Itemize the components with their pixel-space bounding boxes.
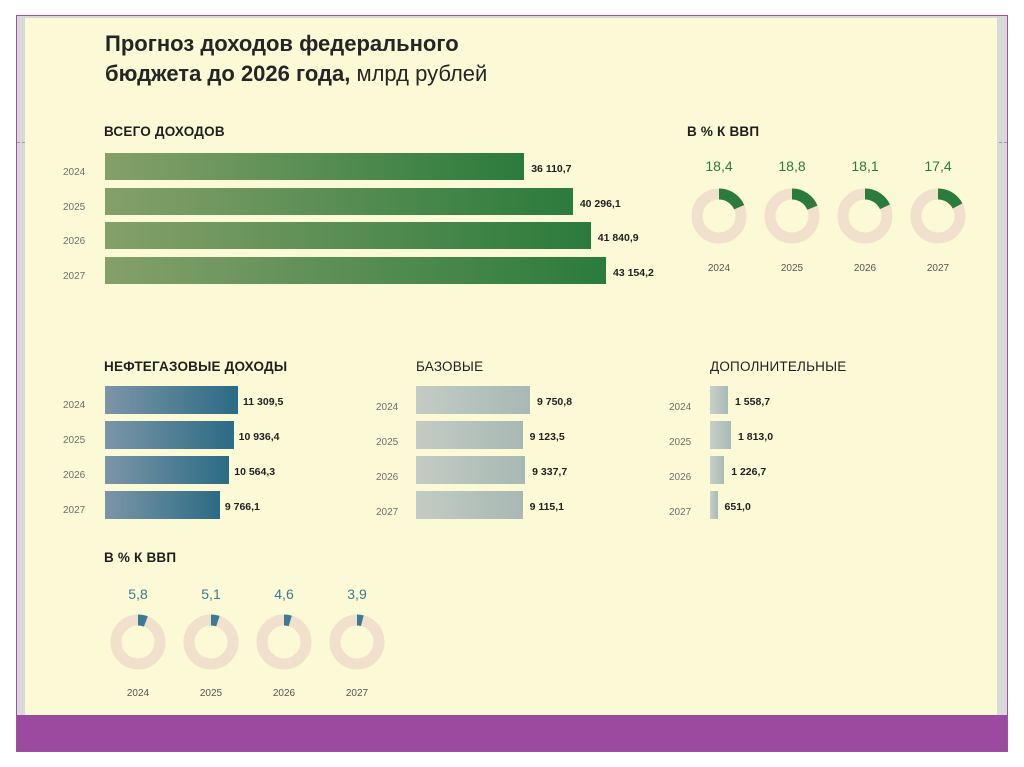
total-revenue-year-label: 2026 xyxy=(63,236,86,247)
oil-gas-year-label: 2025 xyxy=(63,435,86,446)
base-bar xyxy=(416,491,523,519)
oil-gas-gdp-donut-track xyxy=(110,614,166,670)
oil-gas-gdp-donut-track xyxy=(256,614,312,670)
oil-gas-gdp-donut-segment xyxy=(183,614,239,670)
oil-gas-gdp-year-label: 2026 xyxy=(272,688,296,699)
oil-gas-gdp-donut xyxy=(183,614,239,670)
additional-year-label: 2027 xyxy=(669,507,692,518)
base-year-label: 2024 xyxy=(376,402,399,413)
oil-gas-gdp-value-label: 5,8 xyxy=(128,586,148,602)
oil-gas-gdp-donut xyxy=(110,614,166,670)
base-bar xyxy=(416,386,530,414)
additional-bar xyxy=(710,386,729,414)
base-year-label: 2026 xyxy=(376,472,399,483)
oil-gas-revenue-heading: НЕФТЕГАЗОВЫЕ ДОХОДЫ xyxy=(104,359,288,374)
oil-gas-year-label: 2027 xyxy=(63,505,86,516)
base-value-label: 9 750,8 xyxy=(537,396,573,408)
total-revenue-value-label: 40 296,1 xyxy=(579,197,621,210)
total-gdp-value-label: 17,4 xyxy=(924,158,952,174)
additional-year-label: 2026 xyxy=(669,472,692,483)
oil-gas-gdp-donut-track xyxy=(329,614,385,670)
oil-gas-gdp-donut-segment xyxy=(256,614,312,670)
infographic-poster: Прогноз доходов федерального бюджета до … xyxy=(25,18,997,716)
total-revenue-year-label: 2025 xyxy=(63,201,86,213)
total-revenue-value-label: 36 110,7 xyxy=(531,163,572,175)
page-title: Прогноз доходов федерального бюджета до … xyxy=(105,29,705,89)
oil-gas-value-label: 10 564,3 xyxy=(234,466,276,478)
title-line-2: бюджета до 2026 года, млрд рублей xyxy=(105,59,705,89)
total-revenue-bar xyxy=(105,256,606,284)
oil-gas-bar xyxy=(105,456,230,484)
total-gdp-value-label: 18,8 xyxy=(778,158,806,174)
oil-gas-gdp-donut-segment xyxy=(329,614,385,670)
purple-footer-band xyxy=(17,715,1007,751)
oil-gas-gdp-year-label: 2024 xyxy=(126,688,150,699)
base-value-label: 9 115,1 xyxy=(529,501,565,513)
additional-bar xyxy=(710,491,718,519)
total-gdp-year-label: 2024 xyxy=(707,263,731,274)
total-revenue-bar xyxy=(105,222,591,249)
additional-value-label: 1 813,0 xyxy=(738,431,774,443)
oil-gas-bar xyxy=(105,421,234,449)
additional-value-label: 1 226,7 xyxy=(731,466,767,478)
total-gdp-value-label: 18,1 xyxy=(851,158,879,174)
oil-gas-gdp-value-label: 3,9 xyxy=(347,586,367,602)
oil-gas-gdp-share-heading: В % К ВВП xyxy=(104,550,177,565)
base-value-label: 9 123,5 xyxy=(529,431,565,443)
additional-year-label: 2024 xyxy=(669,402,692,413)
additional-value-label: 1 558,7 xyxy=(735,396,771,408)
oil-gas-gdp-donut-track xyxy=(183,614,239,670)
oil-gas-gdp-donut xyxy=(256,614,312,670)
total-gdp-donut xyxy=(691,188,747,244)
total-gdp-donut-segment xyxy=(764,188,820,244)
oil-gas-gdp-year-label: 2027 xyxy=(345,688,369,699)
oil-gas-year-label: 2024 xyxy=(63,400,86,411)
oil-gas-bar xyxy=(105,386,238,414)
additional-bar xyxy=(710,421,731,449)
total-revenue-bar xyxy=(105,153,525,180)
total-gdp-value-label: 18,4 xyxy=(705,158,733,174)
total-gdp-donut-segment xyxy=(691,188,747,244)
oil-gas-gdp-donut-segment xyxy=(110,614,166,670)
additional-year-label: 2025 xyxy=(669,437,692,448)
base-bar xyxy=(416,456,526,484)
additional-value-label: 651,0 xyxy=(724,501,751,513)
total-revenue-year-label: 2024 xyxy=(63,167,86,178)
oil-gas-gdp-donut xyxy=(329,614,385,670)
oil-gas-value-label: 10 936,4 xyxy=(238,431,280,443)
base-bar xyxy=(416,421,523,449)
total-gdp-donut xyxy=(764,188,820,244)
total-revenue-year-label: 2027 xyxy=(63,270,86,282)
total-gdp-year-label: 2026 xyxy=(853,263,877,274)
oil-gas-year-label: 2026 xyxy=(63,470,86,481)
base-year-label: 2027 xyxy=(376,507,399,518)
title-line-2-bold: бюджета до 2026 года, xyxy=(105,61,351,86)
total-revenue-bar xyxy=(105,187,573,215)
total-gdp-donut-segment xyxy=(837,188,893,244)
additional-bar xyxy=(710,456,725,484)
total-revenue-value-label: 43 154,2 xyxy=(613,266,654,279)
total-gdp-donut-segment xyxy=(910,188,966,244)
total-gdp-year-label: 2025 xyxy=(780,263,804,274)
base-year-label: 2025 xyxy=(376,437,399,448)
oil-gas-gdp-value-label: 5,1 xyxy=(201,586,221,602)
total-revenue-heading: ВСЕГО ДОХОДОВ xyxy=(104,124,225,139)
title-line-1: Прогноз доходов федерального xyxy=(105,31,459,56)
oil-gas-gdp-value-label: 4,6 xyxy=(274,586,294,602)
total-gdp-year-label: 2027 xyxy=(926,263,950,274)
oil-gas-gdp-year-label: 2025 xyxy=(199,688,223,699)
total-revenue-value-label: 41 840,9 xyxy=(597,232,639,244)
oil-gas-value-label: 9 766,1 xyxy=(224,501,260,513)
total-gdp-donut xyxy=(837,188,893,244)
title-unit: млрд рублей xyxy=(356,61,488,86)
total-gdp-share-heading: В % К ВВП xyxy=(687,124,760,139)
slide-frame: Прогноз доходов федерального бюджета до … xyxy=(16,15,1008,752)
base-revenue-heading: БАЗОВЫЕ xyxy=(416,359,484,374)
oil-gas-bar xyxy=(105,491,220,519)
oil-gas-value-label: 11 309,5 xyxy=(243,396,284,408)
total-gdp-donut xyxy=(910,188,966,244)
base-value-label: 9 337,7 xyxy=(532,466,568,478)
additional-revenue-heading: ДОПОЛНИТЕЛЬНЫЕ xyxy=(710,359,847,374)
